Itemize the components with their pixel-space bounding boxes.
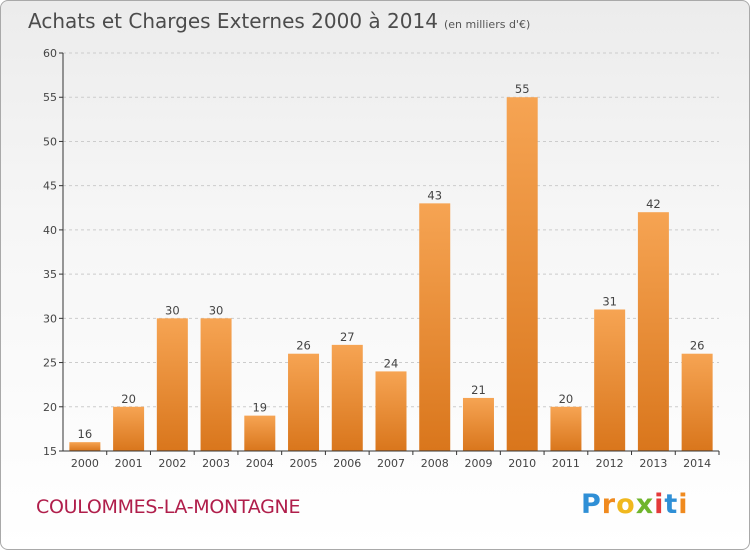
y-tick-label: 45 xyxy=(43,180,57,193)
chart-title-text: Achats et Charges Externes 2000 à 2014 xyxy=(28,9,438,33)
x-tick-label: 2002 xyxy=(158,457,186,470)
bar-2010 xyxy=(506,97,538,451)
bar-2006 xyxy=(331,344,363,451)
bar-value-label: 19 xyxy=(252,401,267,415)
commune-name: COULOMMES-LA-MONTAGNE xyxy=(36,496,301,518)
bar-value-label: 42 xyxy=(646,197,661,211)
x-tick-label: 2004 xyxy=(246,457,274,470)
bar-value-label: 55 xyxy=(515,82,530,96)
bar-2011 xyxy=(550,406,582,451)
x-tick-label: 2014 xyxy=(683,457,711,470)
bar-2009 xyxy=(462,397,494,451)
x-tick-label: 2003 xyxy=(202,457,230,470)
logo-letter: r xyxy=(601,489,617,520)
y-tick-label: 30 xyxy=(43,312,57,325)
bar-value-label: 20 xyxy=(121,392,136,406)
logo-letter: i xyxy=(654,489,665,520)
bar-2008 xyxy=(419,203,451,451)
bar-2000 xyxy=(69,442,101,451)
x-tick-label: 2013 xyxy=(639,457,667,470)
bar-2013 xyxy=(637,212,669,451)
logo-letter: i xyxy=(678,489,689,520)
bar-value-label: 21 xyxy=(471,383,486,397)
x-tick-label: 2010 xyxy=(508,457,536,470)
y-tick-label: 60 xyxy=(43,47,57,60)
x-tick-label: 2009 xyxy=(464,457,492,470)
bar-2014 xyxy=(681,353,713,451)
bar-value-label: 20 xyxy=(559,392,574,406)
x-tick-label: 2001 xyxy=(115,457,143,470)
bars xyxy=(69,97,713,451)
x-tick-label: 2012 xyxy=(596,457,624,470)
x-tick-label: 2000 xyxy=(71,457,99,470)
x-tick-label: 2011 xyxy=(552,457,580,470)
y-tick-label: 25 xyxy=(43,357,57,370)
bar-2001 xyxy=(113,406,145,451)
y-tick-label: 15 xyxy=(43,445,57,458)
bar-value-label: 16 xyxy=(78,427,93,441)
bar-2003 xyxy=(200,318,232,451)
y-tick-label: 55 xyxy=(43,91,57,104)
y-tick-label: 35 xyxy=(43,268,57,281)
x-tick-label: 2007 xyxy=(377,457,405,470)
x-tick-label: 2005 xyxy=(290,457,318,470)
bar-value-label: 27 xyxy=(340,330,355,344)
logo-letter: t xyxy=(664,489,679,520)
bar-value-label: 31 xyxy=(602,294,617,308)
logo-letter: o xyxy=(616,489,636,520)
bar-2002 xyxy=(156,318,188,451)
bar-value-label: 30 xyxy=(209,303,224,317)
bar-value-label: 43 xyxy=(427,188,442,202)
logo-letter: x xyxy=(635,489,655,520)
bar-value-label: 26 xyxy=(690,339,705,353)
bar-2005 xyxy=(288,353,320,451)
bar-value-label: 30 xyxy=(165,303,180,317)
bar-2012 xyxy=(594,309,626,451)
y-tick-label: 50 xyxy=(43,135,57,148)
chart-unit: (en milliers d'€) xyxy=(443,18,531,31)
bar-2007 xyxy=(375,371,407,451)
bar-value-label: 26 xyxy=(296,339,311,353)
x-tick-label: 2006 xyxy=(333,457,361,470)
chart-title: Achats et Charges Externes 2000 à 2014 (e… xyxy=(28,9,530,33)
bar-2004 xyxy=(244,415,276,451)
logo-letter: P xyxy=(581,489,602,520)
y-tick-label: 40 xyxy=(43,224,57,237)
data-labels: 16 20 30 30 19 26 27 24 43 21 55 20 31 42 26 xyxy=(78,82,705,441)
proxiti-logo: Proxiti xyxy=(581,489,689,520)
y-tick-label: 20 xyxy=(43,401,57,414)
x-tick-label: 2008 xyxy=(421,457,449,470)
axes: 15 20 25 30 35 40 45 50 55 60 2000 2001 2002 2003 2004… xyxy=(43,47,720,470)
bar-value-label: 24 xyxy=(384,356,399,370)
